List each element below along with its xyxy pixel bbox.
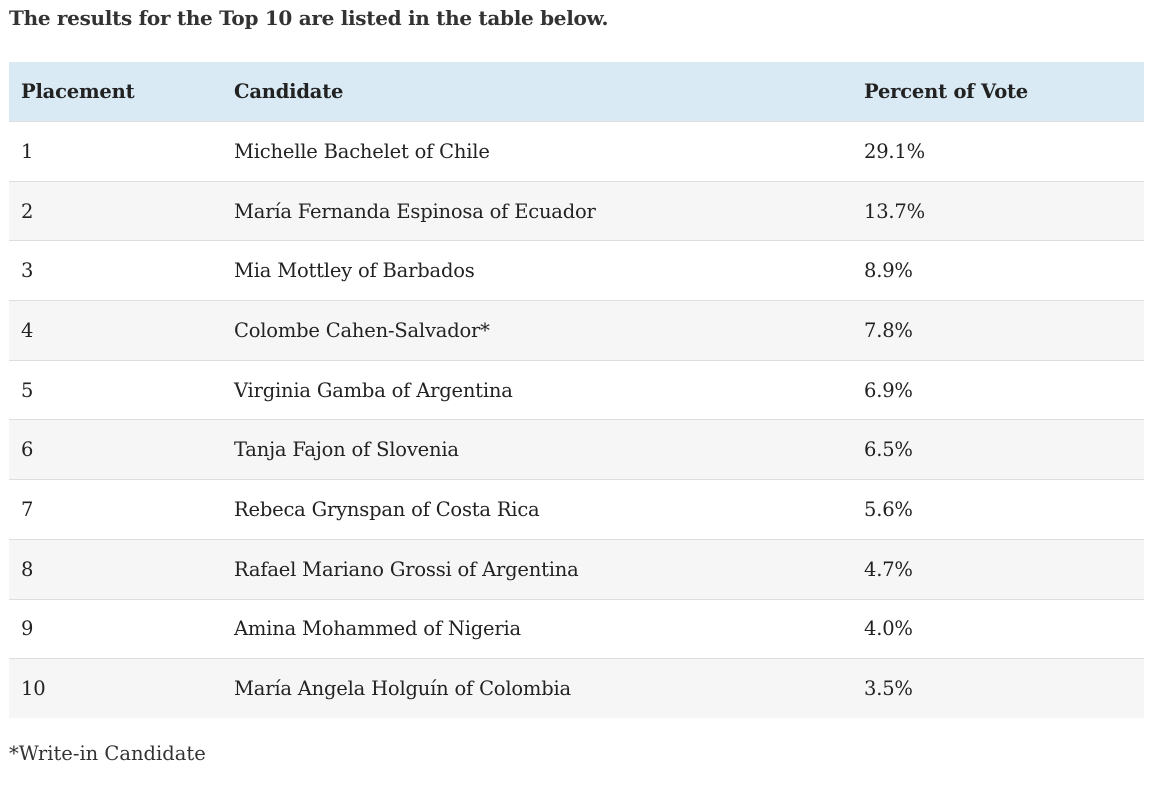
table-body: 1 Michelle Bachelet of Chile 29.1% 2 María F… (9, 121, 1144, 718)
table-cell: Rebeca Grynspan of Costa Rica (234, 479, 864, 540)
table-header: Placement Candidate Percent of Vote (9, 62, 1144, 122)
table-row: 5 Virginia Gamba of Argentina 6.9% (9, 359, 1144, 420)
table-cell: 7.8% (864, 300, 1144, 361)
table-cell: Rafael Mariano Grossi of Argentina (234, 538, 864, 599)
table-cell: 8.9% (864, 240, 1144, 301)
table-cell: 1 (9, 121, 234, 182)
table-row: 10 María Angela Holguín of Colombia 3.5% (9, 658, 1144, 718)
table-row: 6 Tanja Fajon of Slovenia 6.5% (9, 419, 1144, 480)
header-cell: Percent of Vote (864, 62, 1144, 122)
table-cell: Virginia Gamba of Argentina (234, 359, 864, 420)
table-cell: 8 (9, 538, 234, 599)
table-cell: 9 (9, 598, 234, 659)
table-cell: Michelle Bachelet of Chile (234, 121, 864, 182)
table-row: 7 Rebeca Grynspan of Costa Rica 5.6% (9, 479, 1144, 540)
header-row: Placement Candidate Percent of Vote (9, 62, 1144, 122)
header-cell: Placement (9, 62, 234, 122)
table-cell: 4.7% (864, 538, 1144, 599)
table-cell: 3 (9, 240, 234, 301)
table-row: 9 Amina Mohammed of Nigeria 4.0% (9, 598, 1144, 659)
table-row: 1 Michelle Bachelet of Chile 29.1% (9, 121, 1144, 182)
table-cell: 6 (9, 419, 234, 480)
table-cell: 10 (9, 658, 234, 718)
table-cell: 6.9% (864, 359, 1144, 420)
table-cell: 3.5% (864, 658, 1144, 718)
table-cell: Mia Mottley of Barbados (234, 240, 864, 301)
table-cell: Colombe Cahen-Salvador* (234, 300, 864, 361)
footnote: *Write-in Candidate (9, 742, 206, 765)
table-row: 3 Mia Mottley of Barbados 8.9% (9, 240, 1144, 301)
intro-text: The results for the Top 10 are listed in… (9, 6, 609, 30)
table-cell: 6.5% (864, 419, 1144, 480)
table-cell: 2 (9, 180, 234, 241)
header-cell: Candidate (234, 62, 864, 122)
table-cell: 5.6% (864, 479, 1144, 540)
table-cell: Amina Mohammed of Nigeria (234, 598, 864, 659)
table-cell: 13.7% (864, 180, 1144, 241)
table-cell: María Angela Holguín of Colombia (234, 658, 864, 718)
table-cell: 7 (9, 479, 234, 540)
table-cell: 29.1% (864, 121, 1144, 182)
results-table: Placement Candidate Percent of Vote 1 Miche… (9, 62, 1144, 718)
table-row: 8 Rafael Mariano Grossi of Argentina 4.7% (9, 538, 1144, 599)
table-row: 4 Colombe Cahen-Salvador* 7.8% (9, 300, 1144, 361)
table-cell: 4 (9, 300, 234, 361)
table-row: 2 María Fernanda Espinosa of Ecuador 13.7% (9, 180, 1144, 241)
table-cell: 4.0% (864, 598, 1144, 659)
table-cell: Tanja Fajon of Slovenia (234, 419, 864, 480)
table-cell: 5 (9, 359, 234, 420)
table-cell: María Fernanda Espinosa of Ecuador (234, 180, 864, 241)
